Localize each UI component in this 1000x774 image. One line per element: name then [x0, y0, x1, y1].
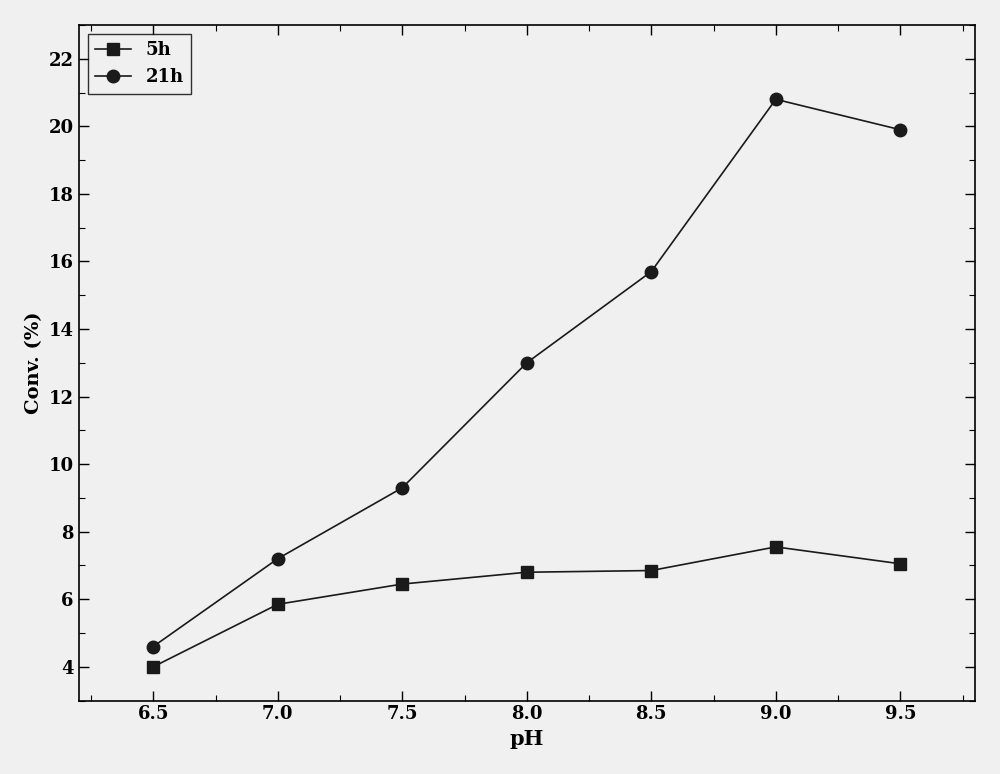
X-axis label: pH: pH [510, 729, 544, 749]
21h [272, 554, 284, 563]
21h [521, 358, 533, 368]
5h [770, 543, 782, 552]
5h [645, 566, 657, 575]
21h [645, 267, 657, 276]
5h [147, 663, 159, 672]
Y-axis label: Conv. (%): Conv. (%) [25, 312, 43, 414]
Legend: 5h, 21h: 5h, 21h [88, 34, 191, 94]
5h [894, 559, 906, 568]
21h [147, 642, 159, 651]
5h [396, 580, 408, 589]
21h [770, 94, 782, 104]
Line: 5h: 5h [148, 541, 906, 673]
21h [894, 125, 906, 135]
5h [272, 600, 284, 609]
Line: 21h: 21h [147, 93, 907, 652]
21h [396, 483, 408, 492]
5h [521, 567, 533, 577]
